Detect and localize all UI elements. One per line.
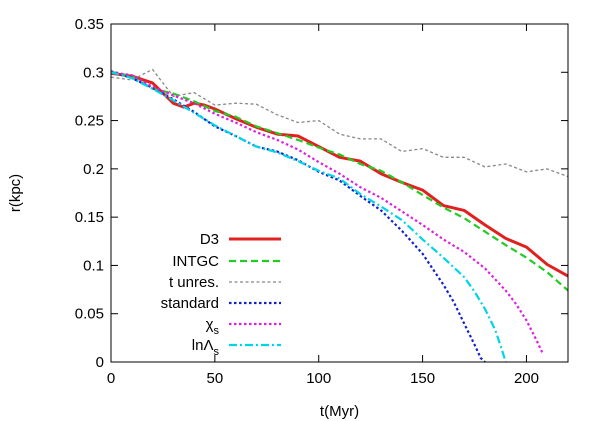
x-axis-title: t(Myr) [320, 403, 359, 420]
legend-label-3: t unres. [169, 274, 219, 291]
plot-frame [110, 23, 569, 363]
x-tick-label: 100 [306, 370, 331, 387]
x-tick-label: 150 [410, 370, 435, 387]
y-tick-label: 0.35 [75, 16, 104, 33]
legend-label-6: lnΛs [192, 337, 220, 358]
legend-label-5: χs [206, 316, 220, 337]
y-tick-label: 0.25 [75, 113, 104, 130]
series-line-2 [110, 71, 569, 292]
y-tick-label: 0.15 [75, 209, 104, 226]
series-line-6 [110, 71, 507, 363]
series-layer [110, 68, 569, 363]
x-tick-label: 200 [514, 370, 539, 387]
x-tick-label: 0 [107, 370, 115, 387]
series-line-4 [110, 70, 486, 363]
y-axis-title: r(kpc) [7, 174, 24, 212]
series-line-5 [110, 71, 545, 355]
legend-label-4: standard [161, 295, 219, 312]
y-tick-label: 0.1 [83, 257, 104, 274]
legend-label-1: D3 [200, 231, 219, 248]
x-tick-label: 50 [207, 370, 224, 387]
ticks-layer: 0 50 100 150 200 0 0.05 0.1 0.15 0.2 0.25 0.3 0.35 [75, 16, 568, 387]
legend-label-2: INTGC [172, 253, 219, 270]
series-line-3 [110, 68, 569, 178]
y-tick-label: 0 [96, 354, 104, 371]
y-tick-label: 0.2 [83, 161, 104, 178]
y-tick-label: 0.05 [75, 306, 104, 323]
y-tick-label: 0.3 [83, 64, 104, 81]
